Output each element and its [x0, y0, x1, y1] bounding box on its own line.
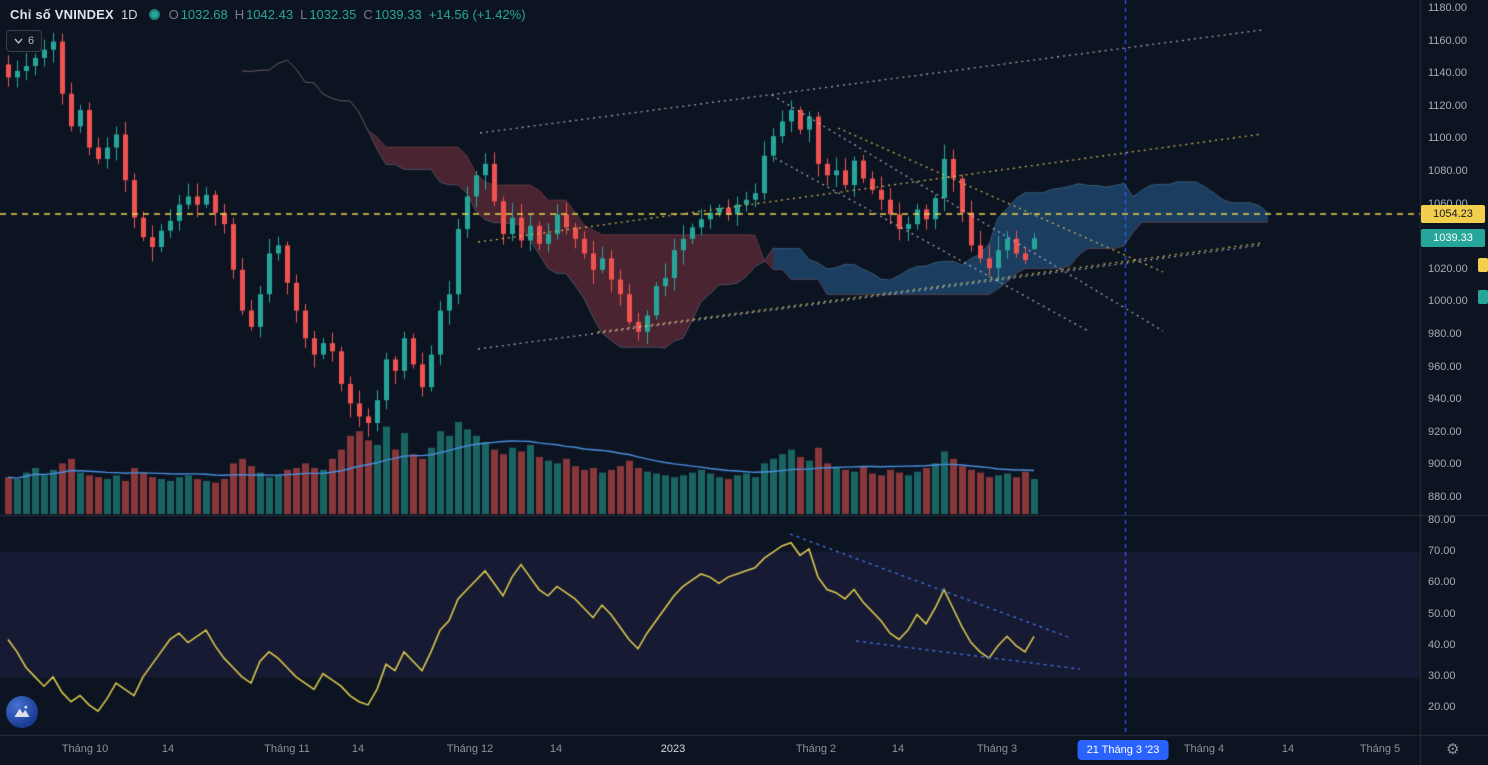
close-group: C 1039.33: [363, 7, 421, 22]
last-price-badge: 1039.33: [1421, 229, 1485, 248]
low-group: L 1032.35: [300, 7, 356, 22]
platform-logo[interactable]: [6, 696, 38, 728]
selected-date-badge: 21 Tháng 3 '23: [1077, 740, 1169, 760]
open-value: 1032.68: [180, 7, 228, 22]
close-label: C: [363, 7, 373, 22]
market-status-icon: [148, 9, 160, 20]
chevron-down-icon: [14, 38, 23, 44]
close-value: 1039.33: [374, 7, 422, 22]
interval-label[interactable]: 1D: [120, 7, 138, 22]
symbol-title[interactable]: Chỉ số VNINDEX: [10, 7, 114, 22]
low-value: 1032.35: [309, 7, 357, 22]
change-value: +14.56 (+1.42%): [428, 7, 526, 22]
indicators-count: 6: [28, 35, 35, 47]
open-group: O 1032.68: [169, 7, 228, 22]
high-label: H: [234, 7, 245, 22]
gear-icon[interactable]: ⚙: [1446, 741, 1460, 758]
high-value: 1042.43: [246, 7, 294, 22]
open-label: O: [168, 7, 179, 22]
high-group: H 1042.43: [235, 7, 293, 22]
collapsed-indicators-toggle[interactable]: 6: [6, 30, 43, 52]
level-price-badge: 1054.23: [1421, 205, 1485, 223]
symbol-legend: Chỉ số VNINDEX 1D O 1032.68 H 1042.43 L …: [10, 7, 526, 22]
low-label: L: [300, 7, 308, 22]
mountain-logo-icon: [14, 705, 30, 717]
